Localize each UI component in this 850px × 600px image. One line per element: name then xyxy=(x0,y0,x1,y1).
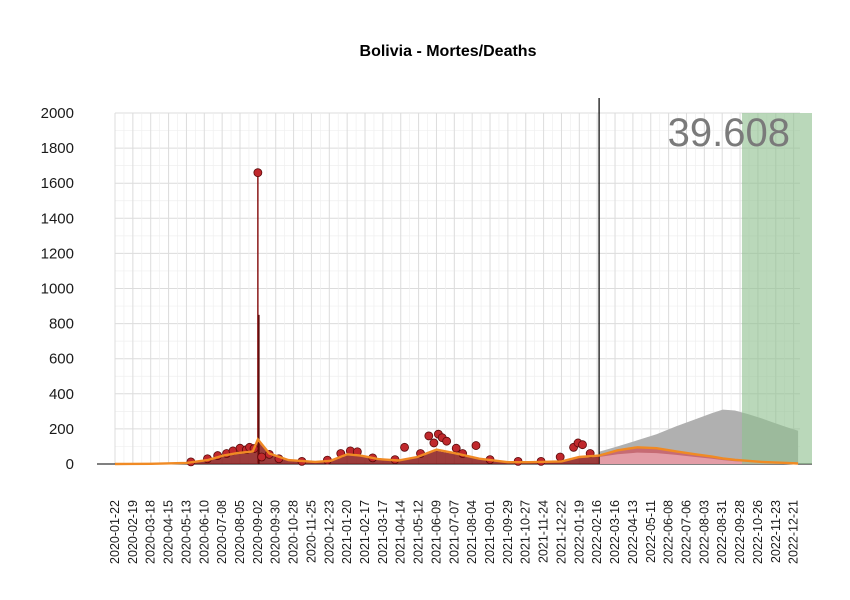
x-tick-label: 2022-08-31 xyxy=(715,500,729,564)
highlight-region xyxy=(741,113,812,464)
y-tick-label: 1000 xyxy=(41,281,74,298)
chart-title: Bolivia - Mortes/Deaths xyxy=(360,43,537,60)
x-tick-label: 2022-09-28 xyxy=(733,500,747,564)
y-tick-label: 200 xyxy=(49,421,74,438)
x-tick-label: 2020-02-19 xyxy=(126,500,140,564)
y-axis: 0 200 400 600 800 1000 1200 1400 1600 1800 2000 xyxy=(41,105,74,473)
x-tick-label: 2021-12-22 xyxy=(554,500,568,564)
x-tick-label: 2022-12-21 xyxy=(787,500,801,564)
observed-point xyxy=(424,431,434,441)
observed-point xyxy=(578,440,587,450)
x-tick-label: 2021-11-24 xyxy=(537,500,551,563)
observed-point xyxy=(555,452,565,462)
plot-area xyxy=(97,98,812,467)
x-tick-label: 2020-04-15 xyxy=(162,500,176,564)
observed-point xyxy=(429,438,439,448)
x-tick-label: 2021-04-14 xyxy=(394,500,408,564)
total-deaths-label: 39.608 xyxy=(668,111,790,155)
x-tick-label: 2022-06-08 xyxy=(662,500,676,564)
y-tick-label: 1400 xyxy=(41,210,74,227)
observed-point xyxy=(471,441,481,450)
x-tick-label: 2020-06-10 xyxy=(197,500,211,564)
x-tick-label: 2020-01-22 xyxy=(108,500,122,564)
y-tick-label: 800 xyxy=(49,316,74,333)
x-tick-label: 2021-10-27 xyxy=(519,500,533,564)
x-tick-label: 2020-07-08 xyxy=(215,500,229,564)
x-tick-label: 2022-04-13 xyxy=(626,500,640,564)
x-tick-label: 2021-01-20 xyxy=(340,500,354,564)
x-tick-label: 2021-02-17 xyxy=(358,500,372,564)
x-tick-label: 2022-10-26 xyxy=(751,500,765,564)
observed-daily-band xyxy=(115,441,600,464)
x-tick-label: 2022-08-03 xyxy=(697,500,711,564)
x-tick-label: 2020-08-05 xyxy=(233,500,247,564)
y-tick-label: 1600 xyxy=(41,175,74,192)
y-tick-label: 1800 xyxy=(41,140,74,157)
x-tick-label: 2022-01-19 xyxy=(572,500,586,564)
y-tick-label: 400 xyxy=(49,386,74,403)
observed-point xyxy=(451,443,461,453)
y-tick-label: 2000 xyxy=(41,105,74,122)
x-tick-label: 2020-11-25 xyxy=(304,500,318,563)
x-tick-label: 2021-07-07 xyxy=(447,500,461,564)
x-tick-label: 2020-10-28 xyxy=(287,500,301,564)
trend-line xyxy=(114,437,799,466)
x-tick-label: 2021-09-29 xyxy=(501,500,515,564)
x-tick-label: 2022-02-16 xyxy=(590,500,604,564)
x-axis: 2020-01-22 2020-02-19 2020-03-18 2020-04-15… xyxy=(108,500,801,564)
projection-lower-band xyxy=(599,452,799,464)
x-tick-label: 2022-03-16 xyxy=(608,500,622,564)
x-tick-label: 2020-12-23 xyxy=(322,500,336,564)
observed-point xyxy=(442,436,452,446)
x-tick-label: 2020-03-18 xyxy=(144,500,158,564)
x-tick-label: 2022-07-06 xyxy=(679,500,693,564)
x-tick-label: 2020-05-13 xyxy=(179,500,193,564)
x-tick-label: 2021-08-04 xyxy=(465,500,479,564)
observed-point xyxy=(253,168,263,178)
x-tick-label: 2021-03-17 xyxy=(376,500,390,564)
x-tick-label: 2021-09-01 xyxy=(483,500,497,564)
x-tick-label: 2022-05-11 xyxy=(644,500,658,563)
x-tick-label: 2021-06-09 xyxy=(429,500,443,564)
x-tick-label: 2022-11-23 xyxy=(769,500,783,563)
observed-point xyxy=(257,452,267,462)
x-tick-label: 2020-09-30 xyxy=(269,500,283,564)
y-tick-label: 0 xyxy=(66,456,74,473)
y-tick-label: 1200 xyxy=(41,245,74,262)
x-tick-label: 2020-09-02 xyxy=(251,500,265,564)
x-tick-label: 2021-05-12 xyxy=(412,500,426,564)
grid xyxy=(114,112,800,465)
y-tick-label: 600 xyxy=(49,351,74,368)
observed-point xyxy=(400,442,409,452)
